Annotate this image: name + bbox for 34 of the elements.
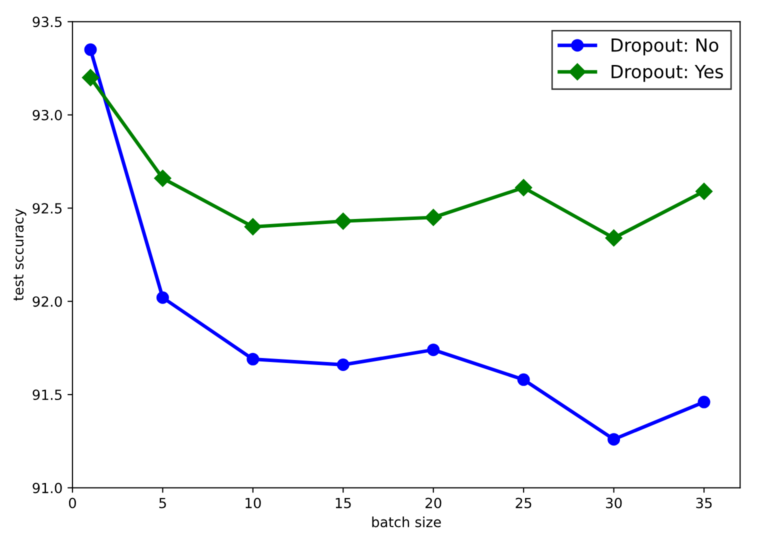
point: [695, 182, 713, 200]
point: [517, 373, 530, 386]
point: [427, 344, 440, 356]
x-tick-label: 35: [696, 498, 712, 508]
point: [424, 208, 442, 226]
y-tick-label: 93.0: [32, 110, 62, 120]
point: [244, 218, 262, 236]
y-tick-label: 91.5: [32, 390, 62, 400]
x-tick-label: 0: [68, 498, 76, 508]
point: [698, 396, 710, 408]
point: [154, 170, 172, 187]
point: [156, 291, 169, 304]
y-tick-label: 91.0: [32, 482, 62, 494]
y-tick-label: 92.0: [32, 296, 62, 307]
x-tick-label: 30: [606, 498, 622, 508]
point: [515, 179, 532, 196]
point: [605, 229, 622, 247]
point: [84, 43, 97, 56]
x-axis-title: batch size: [372, 516, 441, 528]
point: [334, 212, 352, 230]
point: [336, 358, 350, 371]
x-tick-label: 25: [516, 498, 532, 508]
point: [608, 433, 620, 446]
legend-label: Dropout: No: [612, 38, 718, 56]
y-tick-label: 93.5: [32, 16, 62, 28]
x-tick-label: 5: [159, 498, 166, 508]
y-axis-title: test sccuracy: [14, 208, 26, 301]
x-tick-label: 20: [426, 498, 442, 508]
point: [246, 352, 260, 366]
y-tick-label: 92.5: [32, 203, 62, 214]
x-tick-label: 10: [246, 498, 261, 508]
legend-label: Dropout: Yes: [612, 64, 723, 82]
point: [82, 69, 100, 86]
x-tick-label: 15: [336, 498, 351, 508]
